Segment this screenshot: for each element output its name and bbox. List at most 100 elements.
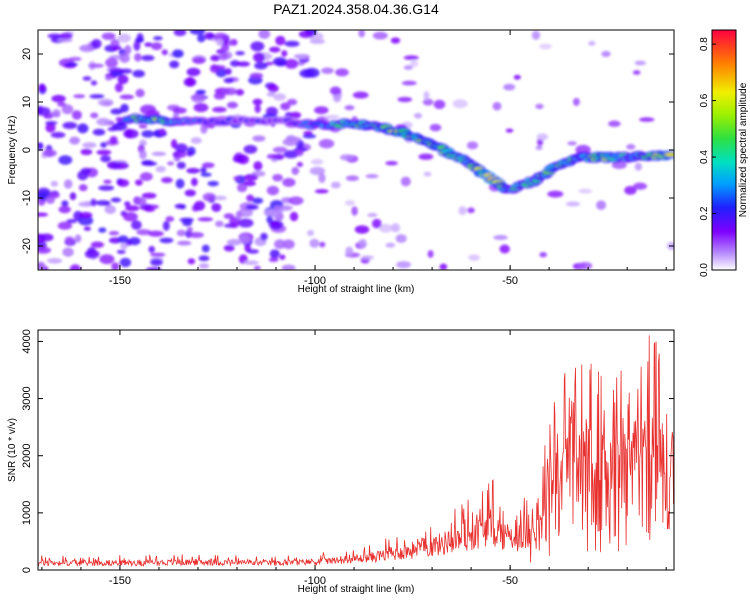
heatmap-cell — [193, 200, 206, 211]
heatmap-cell — [111, 262, 120, 270]
heatmap-cell — [38, 212, 49, 217]
heatmap-cell — [639, 117, 655, 122]
heatmap-cell — [632, 70, 641, 75]
heatmap-cell — [344, 200, 356, 206]
heatmap-cell — [345, 175, 359, 182]
heatmap-cell — [190, 177, 198, 187]
heatmap-cell — [267, 84, 279, 93]
y-tick-label: 0 — [21, 567, 33, 573]
heatmap-cell — [397, 96, 413, 103]
y-tick-label: 1000 — [21, 501, 33, 525]
heatmap-cell — [218, 52, 229, 61]
heatmap-cell — [169, 60, 180, 69]
heatmap-cell — [220, 45, 230, 52]
heatmap-cell — [198, 255, 210, 262]
heatmap-cell — [63, 179, 73, 189]
heatmap-cell — [288, 196, 304, 206]
heatmap-cell — [57, 221, 73, 230]
heatmap-cell — [226, 239, 242, 246]
heatmap-cell — [260, 232, 268, 241]
heatmap-cell — [98, 227, 107, 233]
heatmap-cell — [272, 57, 287, 67]
heatmap-cell — [92, 128, 106, 136]
heatmap-cell — [468, 254, 480, 261]
heatmap-cell — [403, 55, 419, 60]
heatmap-cell — [329, 86, 342, 95]
heatmap-cell — [187, 258, 196, 265]
heatmap-cell — [223, 244, 235, 252]
heatmap-cell — [69, 136, 81, 145]
y-tick-label: 0 — [21, 147, 33, 153]
heatmap-cells — [38, 30, 674, 270]
heatmap-cell — [62, 247, 74, 257]
heatmap-cell — [423, 171, 432, 177]
x-tick-label: -50 — [502, 275, 518, 287]
heatmap-cell — [611, 161, 627, 169]
snr-frame — [37, 329, 675, 571]
colorbar-ticks: 0.0 0.2 0.4 0.6 0.8 — [699, 37, 716, 277]
heatmap-cell — [125, 205, 140, 212]
heatmap-cell — [371, 218, 382, 229]
heatmap-cell — [103, 179, 112, 184]
heatmap-cell — [116, 249, 126, 255]
heatmap-cell — [165, 216, 175, 222]
heatmap-cell — [284, 40, 300, 47]
heatmap-cell — [282, 177, 296, 187]
heatmap-cell — [273, 205, 281, 213]
heatmap-cell — [601, 50, 611, 58]
heatmap-cell — [299, 68, 315, 78]
heatmap-cell — [80, 167, 92, 175]
heatmap-cell — [151, 151, 167, 157]
heatmap-cell — [52, 108, 61, 118]
heatmap-cell — [344, 105, 355, 111]
heatmap-cell — [172, 107, 187, 114]
heatmap-cell — [352, 91, 369, 99]
heatmap-cell — [110, 197, 122, 203]
heatmap-cell — [133, 40, 141, 51]
heatmap-cell — [212, 106, 227, 113]
heatmap-cell — [324, 114, 340, 120]
heatmap-cell — [95, 200, 111, 206]
heatmap-cell — [243, 173, 258, 182]
heatmap-cell — [302, 134, 317, 139]
heatmap-cell — [110, 45, 122, 51]
heatmap-cell — [535, 103, 544, 110]
heatmap-cell — [588, 41, 596, 46]
heatmap-cell — [100, 155, 112, 163]
heatmap-cell — [125, 128, 133, 139]
heatmap-cell — [303, 131, 313, 136]
heatmap-cell — [291, 166, 300, 175]
heatmap-cell — [200, 167, 207, 174]
heatmap-cell — [90, 80, 98, 86]
heatmap-cell — [73, 94, 86, 99]
heatmap-cell — [577, 261, 593, 270]
heatmap-cell — [78, 201, 94, 207]
heatmap-cell — [282, 239, 295, 250]
heatmap-cell — [608, 120, 621, 127]
heatmap-cell — [38, 261, 46, 270]
colorbar-tick-label: 0.0 — [699, 263, 710, 277]
heatmap-cell — [64, 236, 75, 246]
heatmap-cell — [246, 194, 255, 202]
colorbar-tick-label: 0.2 — [699, 206, 710, 220]
heatmap-cell — [117, 179, 130, 187]
heatmap-cell — [565, 201, 581, 207]
bottom-x-ticks: -150 -100 -50 — [41, 330, 667, 587]
heatmap-cell — [192, 57, 206, 64]
heatmap-cell — [423, 90, 430, 101]
heatmap-cell — [395, 234, 407, 243]
heatmap-cell — [120, 68, 133, 74]
heatmap-cell — [531, 30, 541, 40]
heatmap-cell — [283, 150, 299, 159]
heatmap-cell — [141, 159, 154, 166]
heatmap-cell — [624, 185, 637, 195]
y-tick-label: 3000 — [21, 386, 33, 410]
heatmap-cell — [89, 94, 105, 99]
heatmap-cell — [467, 207, 475, 214]
heatmap-cell — [418, 153, 434, 160]
heatmap-cell — [186, 167, 200, 174]
heatmap-cell — [50, 131, 66, 139]
heatmap-cell — [492, 102, 502, 111]
heatmap-cell — [272, 173, 283, 182]
